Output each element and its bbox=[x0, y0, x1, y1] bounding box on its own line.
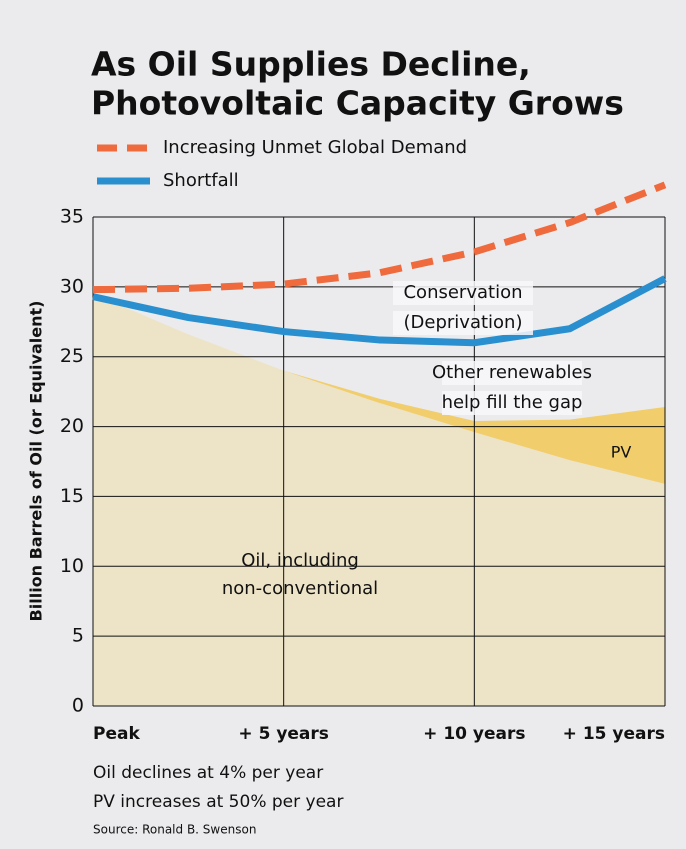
y-tick-label: 25 bbox=[60, 345, 84, 367]
annotation: Conservation bbox=[403, 282, 522, 303]
chart-title: Photovoltaic Capacity Grows bbox=[91, 84, 624, 123]
area-label: Oil, including bbox=[241, 550, 359, 571]
y-tick-label: 20 bbox=[60, 415, 84, 437]
y-tick-label: 5 bbox=[72, 625, 84, 647]
annotation-box bbox=[442, 361, 582, 385]
x-tick-label: + 5 years bbox=[238, 724, 329, 744]
area bbox=[93, 293, 665, 706]
legend-label: Shortfall bbox=[163, 170, 239, 191]
note: Oil declines at 4% per year bbox=[93, 763, 323, 783]
annotation-box bbox=[393, 281, 533, 305]
y-tick-label: 30 bbox=[60, 275, 84, 297]
x-tick-label: + 15 years bbox=[563, 724, 665, 744]
annotation: Other renewables bbox=[432, 362, 592, 383]
area bbox=[93, 293, 665, 484]
area-label: PV bbox=[611, 443, 632, 462]
area-label: non-conventional bbox=[222, 578, 378, 599]
annotation-box bbox=[442, 391, 582, 415]
legend-label: Increasing Unmet Global Demand bbox=[163, 137, 467, 158]
y-tick-label: 0 bbox=[72, 695, 84, 717]
x-tick-label: + 10 years bbox=[423, 724, 525, 744]
line bbox=[92, 181, 667, 294]
y-tick-label: 15 bbox=[60, 485, 84, 507]
y-tick-label: 10 bbox=[60, 555, 84, 577]
source: Source: Ronald B. Swenson bbox=[93, 823, 256, 837]
annotation: (Deprivation) bbox=[404, 312, 523, 333]
annotation-box bbox=[393, 311, 533, 335]
line bbox=[92, 275, 667, 347]
annotation: help fill the gap bbox=[442, 392, 583, 413]
y-axis-label: Billion Barrels of Oil (or Equivalent) bbox=[27, 301, 46, 622]
x-tick-label: Peak bbox=[93, 724, 140, 744]
chart-title: As Oil Supplies Decline, bbox=[91, 45, 531, 84]
y-tick-label: 35 bbox=[60, 206, 84, 228]
note: PV increases at 50% per year bbox=[93, 792, 343, 812]
